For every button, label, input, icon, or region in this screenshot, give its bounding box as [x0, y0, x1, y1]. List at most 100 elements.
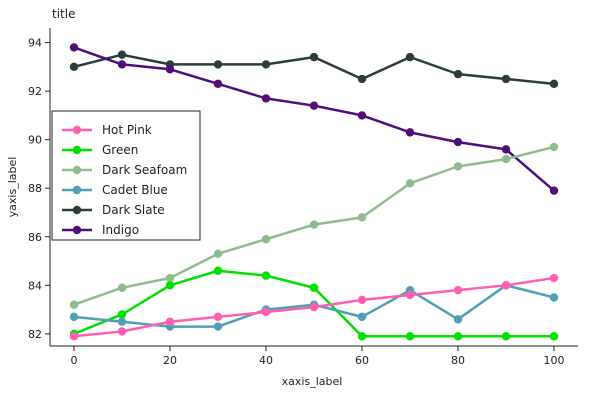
legend-marker — [72, 125, 82, 135]
legend-item-green: Green — [62, 143, 138, 157]
legend-marker — [72, 225, 82, 235]
data-point-indigo — [405, 128, 415, 137]
data-point-hot-pink — [357, 295, 367, 305]
series-indigo — [69, 43, 559, 195]
legend-item-cadet-blue: Cadet Blue — [62, 183, 168, 197]
data-point-green — [501, 332, 511, 341]
series-dark-slate — [69, 50, 559, 89]
data-point-green — [309, 283, 319, 292]
legend-item-dark-seafoam: Dark Seafoam — [62, 163, 187, 177]
data-point-green — [213, 266, 223, 275]
data-point-hot-pink — [549, 273, 559, 283]
legend-marker — [72, 185, 82, 195]
y-tick-label: 88 — [28, 182, 42, 195]
legend-item-dark-slate: Dark Slate — [62, 203, 165, 217]
data-point-green — [453, 332, 463, 341]
data-point-green — [549, 332, 559, 341]
data-point-dark-slate — [549, 79, 559, 89]
data-point-dark-slate — [501, 74, 511, 84]
data-point-green — [117, 310, 127, 319]
data-point-indigo — [549, 186, 559, 195]
data-point-dark-seafoam — [453, 162, 463, 171]
data-point-hot-pink — [261, 307, 271, 317]
legend-item-hot-pink: Hot Pink — [62, 123, 152, 137]
data-point-cadet-blue — [549, 293, 559, 302]
y-tick-label: 84 — [28, 279, 42, 292]
data-point-green — [261, 271, 271, 280]
data-point-dark-seafoam — [261, 234, 271, 244]
data-point-green — [405, 332, 415, 341]
legend-label: Green — [102, 143, 138, 157]
data-point-dark-slate — [309, 52, 319, 62]
axis-ticks: 0 20 40 60 80 100 82 84 86 88 90 92 94 — [28, 37, 565, 367]
data-point-cadet-blue — [453, 315, 463, 324]
data-point-dark-seafoam — [69, 300, 79, 309]
data-point-indigo — [501, 145, 511, 154]
data-point-indigo — [357, 111, 367, 120]
legend-label: Dark Slate — [102, 203, 165, 217]
data-point-dark-slate — [117, 50, 127, 59]
data-point-cadet-blue — [69, 312, 79, 322]
chart-title: title — [52, 7, 75, 21]
data-point-indigo — [69, 43, 79, 52]
y-tick-label: 94 — [28, 37, 42, 50]
data-point-dark-slate — [261, 60, 271, 69]
data-point-indigo — [261, 94, 271, 103]
data-point-hot-pink — [501, 281, 511, 290]
data-point-dark-slate — [405, 52, 415, 62]
data-point-hot-pink — [213, 312, 223, 322]
legend-marker — [72, 165, 82, 175]
legend-label: Cadet Blue — [102, 183, 168, 197]
data-point-dark-seafoam — [357, 213, 367, 222]
data-point-dark-slate — [69, 62, 79, 72]
series-green — [69, 266, 559, 341]
data-point-cadet-blue — [213, 322, 223, 331]
legend-label: Indigo — [102, 223, 139, 237]
data-point-indigo — [165, 65, 175, 74]
data-point-dark-seafoam — [501, 154, 511, 164]
y-tick-label: 82 — [28, 328, 42, 341]
series-hot-pink — [69, 273, 559, 341]
data-point-green — [357, 332, 367, 341]
data-point-indigo — [453, 137, 463, 147]
x-tick-label: 80 — [451, 354, 465, 367]
data-point-hot-pink — [309, 302, 319, 312]
data-point-dark-seafoam — [309, 220, 319, 229]
legend-marker — [72, 145, 82, 155]
series-layer — [69, 43, 559, 341]
data-point-green — [165, 281, 175, 290]
y-tick-label: 86 — [28, 231, 42, 244]
data-point-dark-seafoam — [549, 142, 559, 152]
data-point-dark-slate — [213, 60, 223, 69]
data-point-hot-pink — [117, 327, 127, 336]
y-tick-label: 92 — [28, 85, 42, 98]
x-tick-label: 40 — [259, 354, 273, 367]
legend: Hot Pink Green Dark Seafoam Cadet Blue Dark … — [51, 110, 201, 241]
x-tick-label: 60 — [355, 354, 369, 367]
data-point-dark-seafoam — [117, 283, 127, 292]
data-point-hot-pink — [165, 317, 175, 326]
x-tick-label: 0 — [71, 354, 78, 367]
legend-label: Hot Pink — [102, 123, 152, 137]
series-dark-seafoam — [69, 142, 559, 309]
data-point-hot-pink — [69, 332, 79, 341]
data-point-dark-seafoam — [405, 179, 415, 188]
data-point-dark-slate — [453, 69, 463, 79]
x-axis-title: xaxis_label — [282, 375, 343, 388]
data-point-dark-seafoam — [165, 273, 175, 283]
plot-area: 0 20 40 60 80 100 82 84 86 88 90 92 94 — [28, 28, 578, 367]
y-tick-label: 90 — [28, 134, 42, 147]
data-point-indigo — [309, 101, 319, 110]
legend-item-indigo: Indigo — [62, 223, 139, 237]
x-tick-label: 20 — [163, 354, 177, 367]
x-tick-label: 100 — [544, 354, 565, 367]
data-point-indigo — [213, 79, 223, 89]
data-point-dark-seafoam — [213, 249, 223, 258]
data-point-hot-pink — [453, 285, 463, 295]
data-point-indigo — [117, 60, 127, 69]
y-axis-title: yaxis_label — [6, 157, 19, 218]
data-point-hot-pink — [405, 290, 415, 300]
data-point-cadet-blue — [357, 312, 367, 322]
legend-label: Dark Seafoam — [102, 163, 187, 177]
